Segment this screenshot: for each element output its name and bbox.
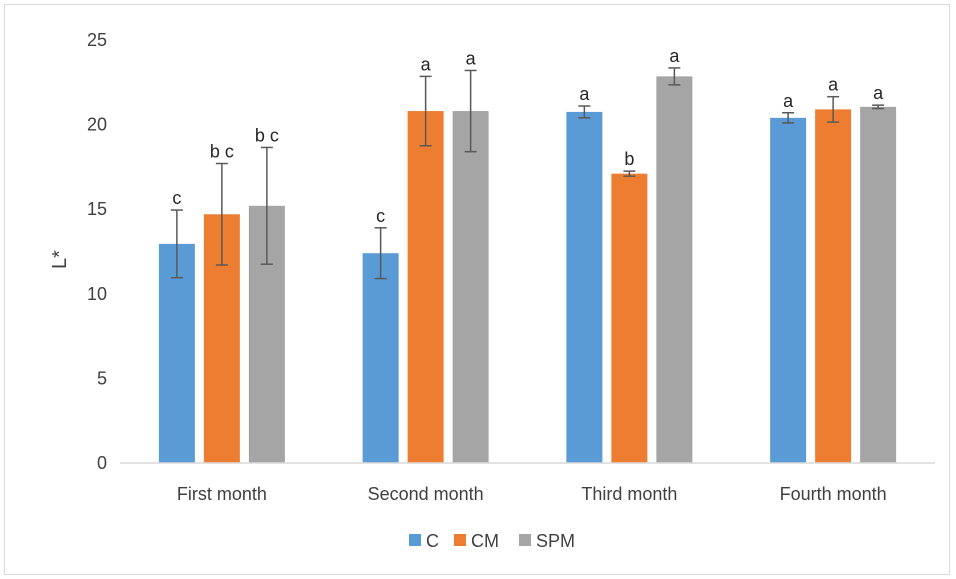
- y-tick-label: 15: [87, 199, 107, 219]
- bar-spm: [452, 111, 489, 464]
- y-axis-ticks: 0 5 10 15 20 25: [87, 30, 107, 473]
- x-category-label: Third month: [581, 484, 677, 504]
- bar-c: [770, 117, 807, 463]
- y-axis-label: L*: [49, 250, 71, 269]
- bar-c: [566, 111, 603, 463]
- y-tick-label: 10: [87, 284, 107, 304]
- significance-label: a: [828, 75, 839, 95]
- x-category-label: First month: [177, 484, 267, 504]
- legend-label-cm: CM: [471, 531, 499, 551]
- significance-label: a: [783, 91, 794, 111]
- y-tick-label: 0: [97, 453, 107, 473]
- bar-c: [158, 243, 195, 463]
- legend: C CM SPM: [409, 531, 575, 551]
- legend-swatch-c: [409, 534, 421, 546]
- y-tick-label: 5: [97, 368, 107, 388]
- bar-cm: [815, 109, 852, 463]
- x-axis-categories: First month Second month Third month Fourth…: [177, 484, 887, 504]
- significance-label: a: [466, 48, 477, 68]
- significance-label: c: [172, 188, 181, 208]
- x-category-label: Second month: [368, 484, 484, 504]
- significance-label: b c: [210, 142, 234, 162]
- significance-label: a: [873, 83, 884, 103]
- bar-spm: [860, 106, 897, 464]
- significance-label: b: [624, 149, 634, 169]
- significance-label: c: [376, 206, 385, 226]
- significance-label: a: [579, 84, 590, 104]
- significance-label: a: [421, 54, 432, 74]
- legend-swatch-cm: [454, 534, 466, 546]
- significance-label: b c: [255, 125, 279, 145]
- bar-cm: [611, 173, 648, 463]
- bar-cm: [407, 111, 444, 464]
- y-tick-label: 25: [87, 30, 107, 50]
- significance-label: a: [669, 46, 680, 66]
- y-tick-label: 20: [87, 115, 107, 135]
- bar-c: [362, 253, 399, 463]
- legend-label-c: C: [426, 531, 439, 551]
- bars-group: c b c b c c a a a b a a a a: [158, 46, 897, 464]
- x-category-label: Fourth month: [780, 484, 887, 504]
- legend-swatch-spm: [519, 534, 531, 546]
- legend-label-spm: SPM: [536, 531, 575, 551]
- bar-spm: [656, 76, 693, 464]
